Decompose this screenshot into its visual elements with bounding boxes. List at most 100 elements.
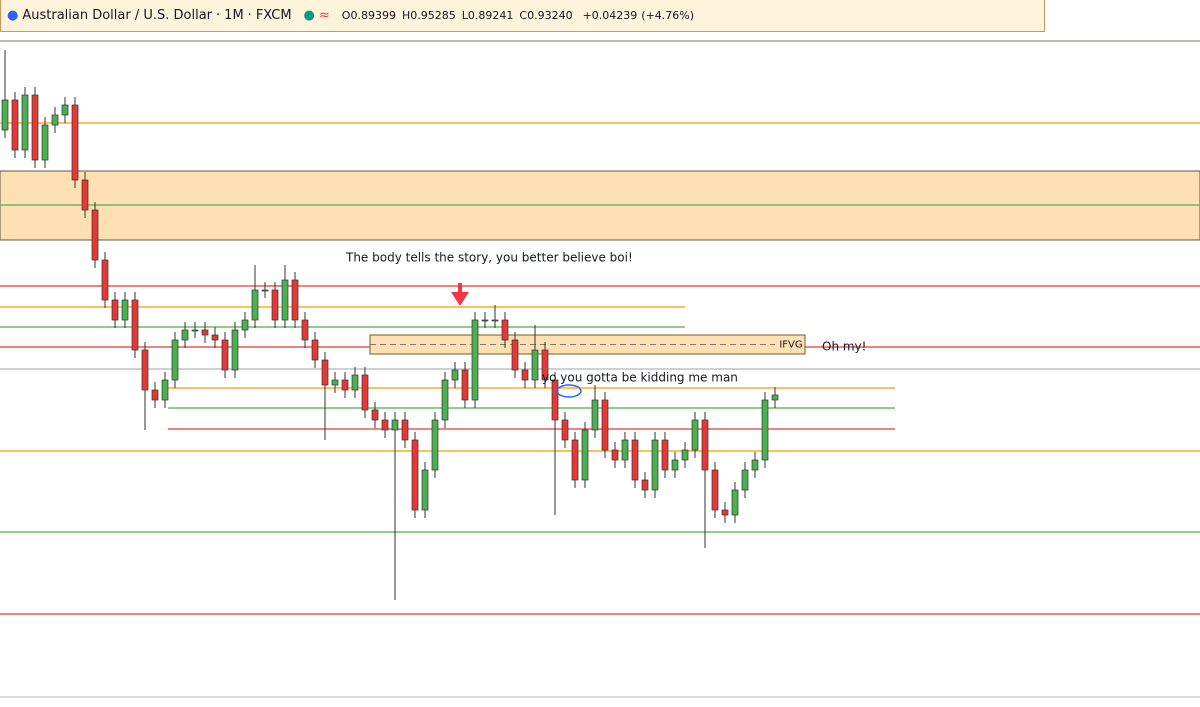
candle-body	[21, 94, 29, 151]
change-pct: (+4.76%)	[641, 9, 695, 22]
ifvg-label: IFVG	[779, 340, 802, 351]
candle-body	[641, 479, 649, 491]
candle-body	[711, 469, 719, 511]
candle-body	[371, 409, 379, 421]
candle-body	[591, 399, 599, 431]
candle-body	[531, 349, 539, 381]
candle-body	[131, 299, 139, 351]
candle-body	[561, 419, 569, 441]
candle-body	[431, 419, 439, 471]
candle-body	[331, 379, 339, 386]
annotation: The body tells the story, you better bel…	[345, 251, 633, 265]
candle-body	[731, 489, 739, 516]
candle-body	[461, 369, 469, 401]
highlight-circle	[556, 384, 582, 398]
candle-body	[361, 374, 369, 411]
annotation: Oh my!	[822, 340, 866, 354]
candle-body	[281, 279, 289, 321]
candle-body	[351, 374, 359, 391]
candle-body	[671, 459, 679, 471]
flag-icon: ●	[7, 8, 19, 23]
candle-body	[451, 369, 459, 381]
ohlc-item: L0.89241	[462, 9, 514, 22]
candle-body	[661, 439, 669, 471]
candle-body	[701, 419, 709, 471]
candle-body	[771, 394, 779, 401]
candle-body	[511, 339, 519, 371]
candle-body	[311, 339, 319, 361]
candle-body	[571, 439, 579, 481]
candle-body	[481, 319, 489, 322]
candle-body	[411, 439, 419, 511]
ohlc-key: L	[461, 9, 468, 22]
ohlc-value: 0.93240	[527, 9, 573, 22]
candle-body	[151, 389, 159, 401]
candle-body	[1, 99, 9, 131]
candle-body	[161, 379, 169, 401]
candle-body	[241, 319, 249, 331]
arrow	[451, 283, 469, 306]
candle-body	[721, 509, 729, 516]
candle-body	[631, 439, 639, 481]
candle-body	[251, 289, 259, 321]
candle-body	[541, 349, 549, 381]
candle-body	[651, 439, 659, 491]
ohlc-value: 0.95285	[410, 9, 456, 22]
candle-body	[271, 289, 279, 321]
ohlc-item: H0.95285	[402, 9, 456, 22]
candle-body	[201, 329, 209, 336]
interval[interactable]: 1M	[224, 8, 244, 23]
candle-body	[521, 369, 529, 381]
source: FXCM	[255, 8, 292, 23]
candle-body	[621, 439, 629, 461]
candle-body	[121, 299, 129, 321]
candle-body	[681, 449, 689, 461]
candle-body	[471, 319, 479, 401]
candle-body	[41, 124, 49, 161]
ohlc-key: H	[401, 9, 411, 22]
candle-body	[391, 419, 399, 431]
legend-bar: ● Australian Dollar / U.S. Dollar · 1M · F…	[0, 0, 1045, 32]
candle-body	[61, 104, 69, 116]
ohlc-value: 0.89399	[350, 9, 396, 22]
ohlc-item: C0.93240	[519, 9, 572, 22]
candle-body	[341, 379, 349, 391]
candle-body	[601, 399, 609, 451]
status-icon: ≈	[318, 8, 330, 23]
candle-body	[691, 419, 699, 451]
candle-body	[141, 349, 149, 391]
candle-body	[71, 104, 79, 181]
ohlc-value: 0.89241	[467, 9, 514, 22]
sep: ·	[216, 8, 221, 23]
candle-body	[101, 259, 109, 301]
change: +0.04239	[582, 9, 638, 22]
candle-body	[551, 379, 559, 421]
candle-body	[171, 339, 179, 381]
ohlc: O0.89399 H0.95285 L0.89241 C0.93240	[342, 9, 579, 22]
candle-body	[611, 449, 619, 461]
sep: ·	[247, 8, 252, 23]
candle-body	[321, 359, 329, 386]
candle-body	[211, 334, 219, 341]
candle-body	[81, 179, 89, 211]
candle-body	[261, 289, 269, 292]
candle-body	[181, 329, 189, 341]
ohlc-key: O	[341, 9, 351, 22]
candle-body	[301, 319, 309, 341]
candle-body	[581, 429, 589, 481]
symbol[interactable]: Australian Dollar / U.S. Dollar	[22, 8, 213, 23]
annotation: yo you gotta be kidding me man	[542, 371, 738, 385]
candle-body	[31, 94, 39, 161]
candle-body	[231, 329, 239, 371]
candle-body	[381, 419, 389, 431]
candle-body	[191, 329, 199, 332]
ohlc-item: O0.89399	[342, 9, 396, 22]
candle-body	[441, 379, 449, 421]
candle-body	[401, 419, 409, 441]
status-dot: ●	[303, 8, 315, 23]
candle-body	[51, 114, 59, 126]
candle-body	[91, 209, 99, 261]
candle-body	[761, 399, 769, 461]
